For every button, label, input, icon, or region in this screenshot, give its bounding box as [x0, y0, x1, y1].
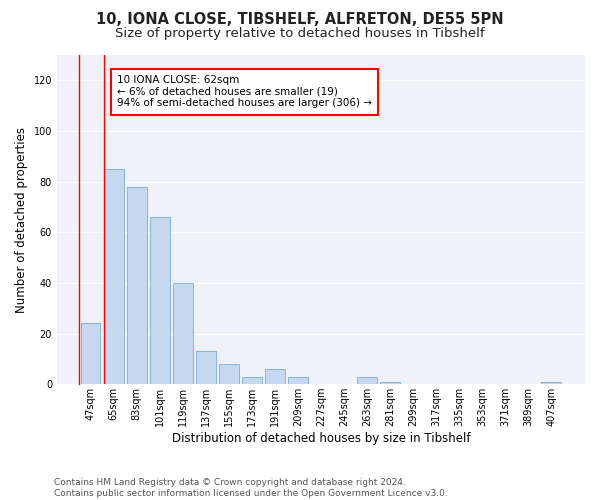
Bar [173, 283, 193, 384]
Y-axis label: Number of detached properties: Number of detached properties [15, 126, 28, 312]
Text: 10, IONA CLOSE, TIBSHELF, ALFRETON, DE55 5PN: 10, IONA CLOSE, TIBSHELF, ALFRETON, DE55… [96, 12, 504, 28]
Bar [265, 369, 284, 384]
Bar [357, 376, 377, 384]
Text: Size of property relative to detached houses in Tibshelf: Size of property relative to detached ho… [115, 28, 485, 40]
Bar [380, 382, 400, 384]
Bar [127, 186, 146, 384]
Bar [150, 217, 170, 384]
Bar [219, 364, 239, 384]
X-axis label: Distribution of detached houses by size in Tibshelf: Distribution of detached houses by size … [172, 432, 470, 445]
Text: 10 IONA CLOSE: 62sqm
← 6% of detached houses are smaller (19)
94% of semi-detach: 10 IONA CLOSE: 62sqm ← 6% of detached ho… [117, 76, 372, 108]
Bar [541, 382, 561, 384]
Bar [196, 351, 215, 384]
Text: Contains HM Land Registry data © Crown copyright and database right 2024.
Contai: Contains HM Land Registry data © Crown c… [54, 478, 448, 498]
Bar [242, 376, 262, 384]
Bar [288, 376, 308, 384]
Bar [81, 324, 100, 384]
Bar [104, 169, 124, 384]
